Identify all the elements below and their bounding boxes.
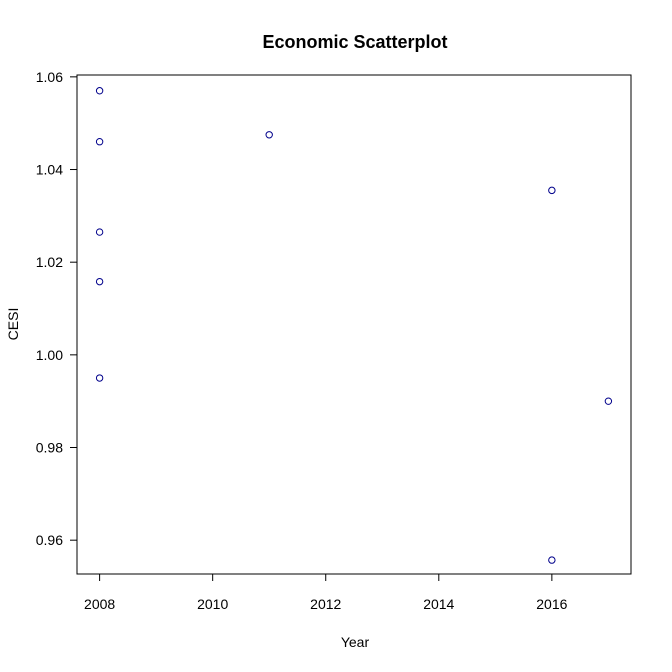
y-tick-label: 1.04 xyxy=(36,162,63,178)
x-axis-label: Year xyxy=(341,634,370,650)
chart-title: Economic Scatterplot xyxy=(262,32,447,52)
data-point xyxy=(95,277,104,286)
data-point xyxy=(265,131,273,139)
data-point xyxy=(95,374,104,382)
x-tick-label: 2016 xyxy=(536,596,567,612)
data-point xyxy=(548,186,556,195)
data-point xyxy=(548,556,556,564)
x-axis-ticks: 2008 2010 2012 2014 2016 xyxy=(84,574,568,612)
data-point xyxy=(604,397,613,405)
y-tick-label: 0.96 xyxy=(36,532,63,548)
data-point xyxy=(95,87,104,95)
y-axis-label: CESI xyxy=(5,308,21,341)
x-tick-label: 2012 xyxy=(310,596,341,612)
plot-box xyxy=(76,74,632,575)
x-tick-label: 2010 xyxy=(197,596,228,612)
x-tick-label: 2008 xyxy=(84,596,115,612)
y-tick-label: 0.98 xyxy=(36,440,63,456)
y-axis-ticks: 0.96 0.98 1.00 1.02 1.04 1.06 xyxy=(36,69,77,548)
y-tick-label: 1.00 xyxy=(36,347,63,363)
data-point xyxy=(95,138,104,146)
y-tick-label: 1.02 xyxy=(36,254,63,270)
x-tick-label: 2014 xyxy=(423,596,454,612)
data-points xyxy=(95,87,613,564)
y-tick-label: 1.06 xyxy=(36,69,63,85)
data-point xyxy=(95,228,104,236)
